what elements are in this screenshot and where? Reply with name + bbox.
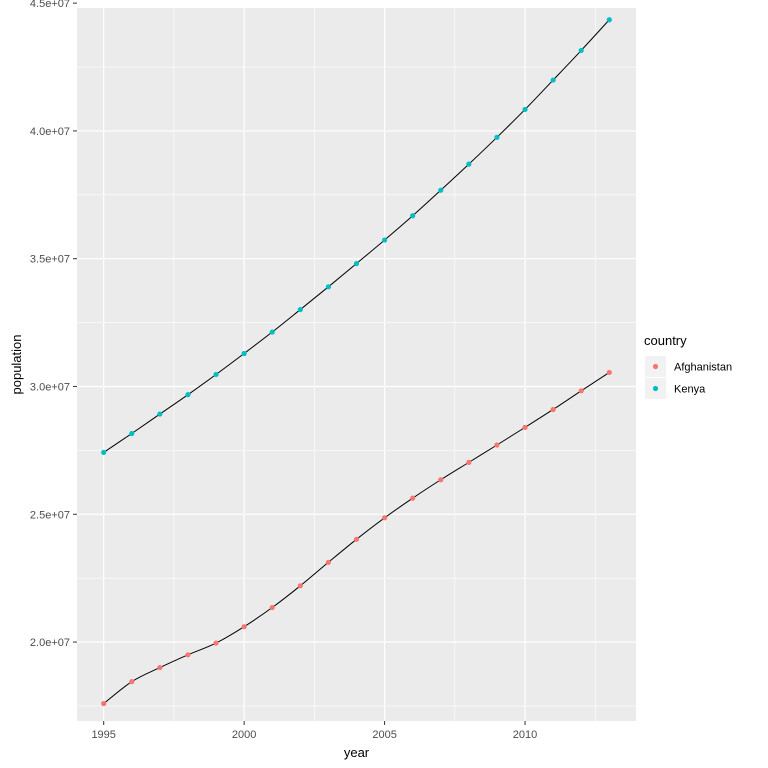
- x-tick-label: 2010: [513, 729, 537, 741]
- data-point-kenya: [606, 17, 612, 23]
- data-point-afghanistan: [438, 477, 444, 483]
- legend-label-kenya: Kenya: [674, 384, 706, 396]
- y-tick-label: 4.5e+07: [30, 0, 70, 10]
- x-tick-label: 2005: [372, 729, 396, 741]
- data-point-afghanistan: [494, 442, 500, 448]
- data-point-afghanistan: [101, 701, 107, 707]
- data-point-kenya: [494, 134, 500, 140]
- panel-background: [77, 8, 636, 721]
- y-axis-title: population: [9, 335, 24, 395]
- data-point-kenya: [438, 187, 444, 193]
- data-point-kenya: [269, 329, 275, 335]
- data-point-afghanistan: [606, 369, 612, 376]
- data-point-kenya: [213, 371, 219, 378]
- data-point-kenya: [297, 306, 303, 313]
- data-point-kenya: [410, 213, 416, 219]
- y-axis: 2.0e+07 2.5e+07 3.0e+07 3.5e+07 4.0e+07 4.5e+…: [30, 0, 77, 649]
- data-point-afghanistan: [213, 640, 219, 646]
- data-point-afghanistan: [550, 406, 556, 413]
- x-tick-label: 2000: [232, 729, 256, 741]
- data-point-kenya: [185, 392, 191, 398]
- data-point-kenya: [101, 449, 107, 456]
- y-tick-label: 3.0e+07: [30, 381, 70, 393]
- x-axis: 1995 2000 2005 2010: [91, 721, 537, 741]
- data-point-kenya: [129, 430, 135, 437]
- legend-symbol-kenya: [652, 385, 659, 392]
- data-point-kenya: [157, 411, 163, 417]
- major-gridlines: [77, 2, 636, 721]
- data-point-kenya: [550, 77, 556, 83]
- data-point-afghanistan: [578, 388, 584, 394]
- y-tick-label: 4.0e+07: [30, 126, 70, 138]
- data-point-kenya: [522, 106, 528, 113]
- data-point-afghanistan: [381, 515, 388, 521]
- data-point-kenya: [381, 237, 388, 243]
- data-point-afghanistan: [157, 664, 163, 671]
- legend-symbol-afghanistan: [652, 363, 659, 370]
- y-tick-label: 2.0e+07: [30, 637, 70, 649]
- legend-title: country: [644, 333, 687, 348]
- data-point-afghanistan: [129, 679, 135, 685]
- data-point-kenya: [241, 350, 247, 357]
- data-point-afghanistan: [297, 583, 303, 589]
- data-point-kenya: [466, 161, 472, 167]
- y-tick-label: 3.5e+07: [30, 254, 70, 266]
- data-point-afghanistan: [353, 536, 360, 542]
- data-point-afghanistan: [185, 652, 191, 658]
- series-points: [101, 17, 612, 707]
- x-axis-title: year: [344, 745, 370, 760]
- data-point-kenya: [353, 260, 360, 267]
- data-point-afghanistan: [325, 559, 332, 565]
- data-point-afghanistan: [522, 424, 528, 430]
- x-tick-label: 1995: [91, 729, 115, 741]
- legend: country Afghanistan Kenya: [644, 333, 732, 399]
- data-point-kenya: [578, 47, 584, 54]
- minor-gridlines: [77, 8, 636, 721]
- y-tick-label: 2.5e+07: [30, 509, 70, 521]
- legend-label-afghanistan: Afghanistan: [674, 362, 732, 374]
- data-point-afghanistan: [269, 604, 275, 611]
- data-point-afghanistan: [410, 495, 416, 501]
- data-point-afghanistan: [241, 624, 247, 630]
- data-point-kenya: [325, 284, 332, 290]
- data-point-afghanistan: [466, 459, 472, 465]
